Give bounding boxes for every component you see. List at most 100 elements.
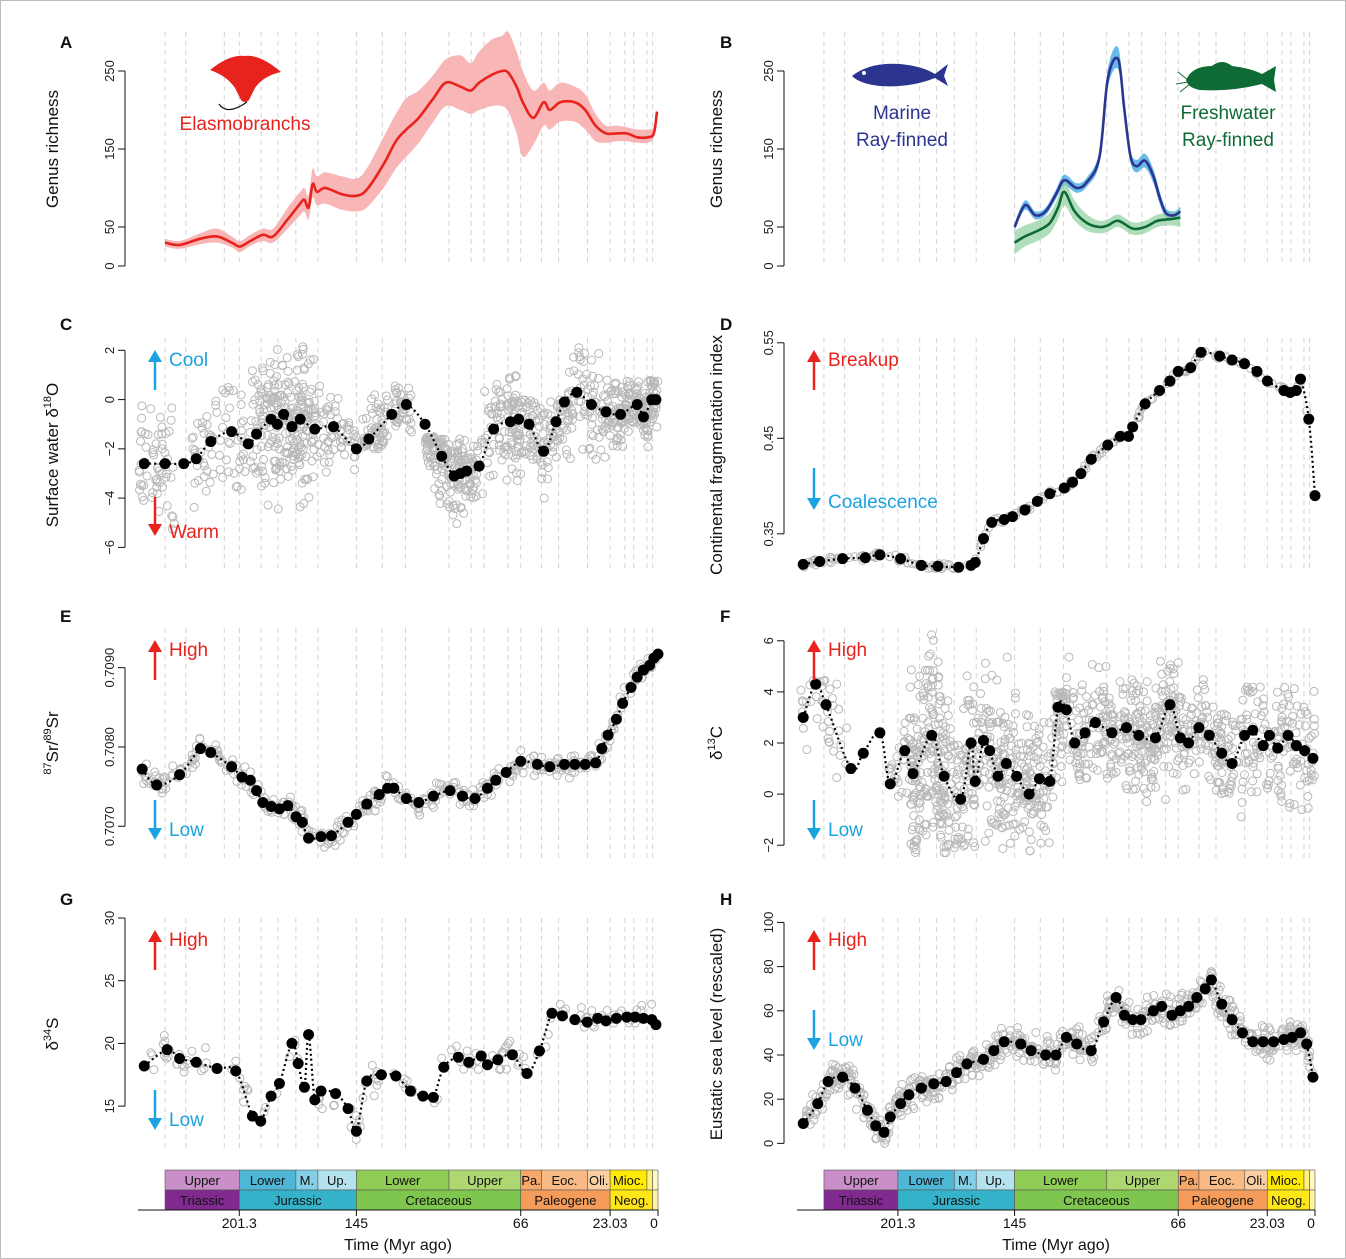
data-point (1026, 835, 1036, 845)
y-axis: 0 50 150 250 (102, 60, 126, 270)
data-point (996, 1051, 1006, 1061)
bin-mean-point (469, 793, 481, 805)
data-point (1010, 819, 1020, 829)
data-point (1172, 769, 1182, 779)
data-point (308, 472, 318, 482)
epoch-label: Eoc. (551, 1173, 577, 1188)
data-point (967, 705, 977, 715)
bin-mean-point (309, 1094, 321, 1106)
data-point (909, 713, 919, 723)
data-point (137, 413, 147, 423)
marine-fish-eye (862, 71, 866, 75)
data-point (373, 444, 383, 454)
bin-mean-point (309, 423, 321, 435)
epoch-label: Mioc. (613, 1173, 644, 1188)
data-point (1168, 768, 1178, 778)
data-point (179, 1067, 189, 1077)
bin-mean-point (903, 1089, 915, 1101)
bin-mean-point (571, 386, 583, 398)
y-label-part: 13 (706, 738, 718, 750)
data-point (943, 799, 953, 809)
data-point (1037, 810, 1047, 820)
data-point (1285, 798, 1295, 808)
plot-area (134, 342, 663, 534)
data-point (798, 697, 808, 707)
data-point (361, 413, 371, 423)
data-point (1132, 681, 1142, 691)
data-point (292, 350, 302, 360)
data-point (532, 405, 542, 415)
data-point (146, 404, 156, 414)
data-point (501, 441, 511, 451)
data-point (342, 422, 352, 432)
bin-mean-point (427, 790, 439, 802)
data-point (1158, 1013, 1168, 1023)
data-point (1261, 779, 1271, 789)
bin-mean-point (938, 770, 950, 782)
bin-mean-point (361, 1075, 373, 1087)
data-point (462, 486, 472, 496)
data-point (503, 1039, 513, 1049)
data-point (1174, 753, 1184, 763)
data-point (272, 439, 282, 449)
bin-mean-point (992, 770, 1004, 782)
data-point (282, 464, 292, 474)
bin-mean-point (1052, 701, 1064, 713)
bin-mean-point (1060, 704, 1072, 716)
data-point (1043, 1036, 1053, 1046)
data-point (283, 377, 293, 387)
data-point (592, 425, 602, 435)
data-point (169, 519, 179, 529)
bin-mean-point (294, 413, 306, 425)
data-point (1289, 684, 1299, 694)
data-point (1146, 753, 1156, 763)
data-point (585, 443, 595, 453)
data-point (993, 1031, 1003, 1041)
data-point (832, 773, 842, 783)
data-point (516, 745, 526, 755)
data-point (1074, 769, 1084, 779)
data-point (1142, 677, 1152, 687)
y-tick-label: 0.7090 (102, 648, 117, 688)
data-point (582, 369, 592, 379)
data-point (1166, 684, 1176, 694)
data-point (1011, 744, 1021, 754)
data-point (925, 703, 935, 713)
series-line (1013, 56, 1182, 228)
bin-mean-point (940, 1076, 952, 1088)
data-point (492, 379, 502, 389)
y-label-part: C (707, 726, 726, 738)
y-tick-label: 4 (761, 688, 776, 695)
data-point (951, 774, 961, 784)
y-tick-label: 0.7080 (102, 727, 117, 767)
data-point (1214, 733, 1224, 743)
data-point (1010, 709, 1020, 719)
bin-mean-point (1044, 488, 1056, 500)
data-point (482, 430, 492, 440)
bin-mean-point (1040, 1049, 1052, 1061)
data-point (231, 1056, 241, 1066)
bin-mean-point (926, 729, 938, 741)
data-point (857, 1095, 867, 1105)
data-point (1237, 784, 1247, 794)
bin-mean-point (1307, 752, 1319, 764)
bin-mean-point (350, 443, 362, 455)
data-point (1108, 751, 1118, 761)
data-point (942, 842, 952, 852)
data-point (477, 437, 487, 447)
data-point (827, 693, 837, 703)
data-point (211, 400, 221, 410)
data-point (1293, 763, 1303, 773)
data-point (157, 788, 167, 798)
data-point (653, 376, 663, 386)
data-point (1164, 762, 1174, 772)
data-point (215, 435, 225, 445)
data-point (1168, 714, 1178, 724)
arrow-up-icon (807, 640, 821, 652)
data-point (498, 1047, 508, 1057)
y-axis-label: δ13C (706, 726, 726, 760)
data-point (489, 439, 499, 449)
data-point (280, 396, 290, 406)
bin-mean-point (1294, 1027, 1306, 1039)
data-point (1127, 1029, 1137, 1039)
